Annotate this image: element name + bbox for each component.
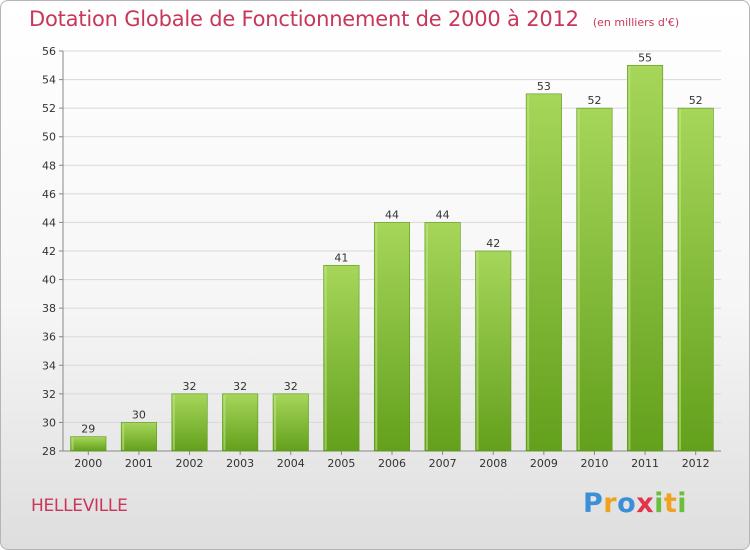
x-tick-label: 2000 <box>74 457 102 470</box>
y-tick-label: 40 <box>42 274 56 287</box>
logo-letter: r <box>603 488 618 519</box>
x-tick-label: 2011 <box>631 457 659 470</box>
y-tick-label: 42 <box>42 245 56 258</box>
data-label: 52 <box>587 94 601 107</box>
data-label: 41 <box>334 251 348 264</box>
bar-highlight <box>71 437 74 450</box>
y-tick-label: 50 <box>42 131 56 144</box>
x-tick-label: 2004 <box>277 457 305 470</box>
bar <box>272 393 309 452</box>
bar-highlight <box>527 94 530 450</box>
x-tick-label: 2001 <box>125 457 153 470</box>
x-tick-label: 2002 <box>176 457 204 470</box>
y-tick-label: 36 <box>42 331 56 344</box>
x-tick-label: 2006 <box>378 457 406 470</box>
bar-highlight <box>274 394 277 450</box>
bar <box>424 222 461 452</box>
y-tick-label: 54 <box>42 74 56 87</box>
bar-highlight <box>476 252 479 450</box>
data-label: 32 <box>183 380 197 393</box>
bar-highlight <box>223 394 226 450</box>
x-tick-label: 2008 <box>479 457 507 470</box>
data-label: 30 <box>132 408 146 421</box>
x-tick-label: 2010 <box>580 457 608 470</box>
y-tick-label: 28 <box>42 445 56 458</box>
data-label: 44 <box>385 208 399 221</box>
chart-unit: (en milliers d'€) <box>592 16 680 29</box>
bar-highlight <box>678 109 681 451</box>
y-tick-label: 46 <box>42 188 56 201</box>
y-tick-label: 34 <box>42 359 56 372</box>
bar <box>171 393 208 452</box>
bar <box>576 107 613 452</box>
y-tick-label: 38 <box>42 302 56 315</box>
bar-highlight <box>172 394 175 450</box>
y-tick-label: 48 <box>42 159 56 172</box>
proxiti-logo[interactable]: Proxiti <box>583 488 687 519</box>
bar <box>222 393 259 452</box>
bar <box>677 107 714 452</box>
data-label: 42 <box>486 237 500 250</box>
data-label: 32 <box>284 380 298 393</box>
chart-title-row: Dotation Globale de Fonctionnement de 20… <box>29 7 679 31</box>
x-tick-label: 2007 <box>429 457 457 470</box>
bar <box>475 250 512 452</box>
data-label: 44 <box>436 208 450 221</box>
bar-highlight <box>628 66 631 451</box>
bar-highlight <box>375 223 378 450</box>
bar-highlight <box>122 423 125 450</box>
data-labels: 29 30 32 32 32 41 44 44 42 53 52 55 52 <box>81 51 702 435</box>
data-label: 53 <box>537 80 551 93</box>
bars <box>70 64 714 452</box>
x-tick-label: 2009 <box>530 457 558 470</box>
bar-highlight <box>324 266 327 450</box>
logo-letter: x <box>636 488 655 519</box>
data-label: 29 <box>81 423 95 436</box>
x-tick-label: 2012 <box>682 457 710 470</box>
bar <box>627 64 664 452</box>
logo-letter: t <box>663 488 678 519</box>
y-tick-label: 32 <box>42 388 56 401</box>
y-tick-label: 52 <box>42 102 56 115</box>
y-tick-label: 30 <box>42 416 56 429</box>
logo-letter: P <box>583 488 604 519</box>
x-tick-label: 2003 <box>226 457 254 470</box>
data-label: 52 <box>689 94 703 107</box>
logo-letter: i <box>677 488 688 519</box>
bar-highlight <box>425 223 428 450</box>
logo-letter: o <box>617 488 637 519</box>
y-tick-label: 56 <box>42 45 56 58</box>
logo-letter: i <box>654 488 664 519</box>
bar <box>373 222 411 452</box>
x-tick-label: 2005 <box>327 457 355 470</box>
bar <box>70 436 107 452</box>
chart-title: Dotation Globale de Fonctionnement de 20… <box>29 7 579 31</box>
data-label: 55 <box>638 51 652 64</box>
bar <box>525 93 562 452</box>
data-label: 32 <box>233 380 247 393</box>
city-name: HELLEVILLE <box>31 496 128 516</box>
bar <box>323 264 360 452</box>
bar-highlight <box>577 109 580 451</box>
bar <box>120 422 157 452</box>
y-tick-label: 44 <box>42 216 56 229</box>
